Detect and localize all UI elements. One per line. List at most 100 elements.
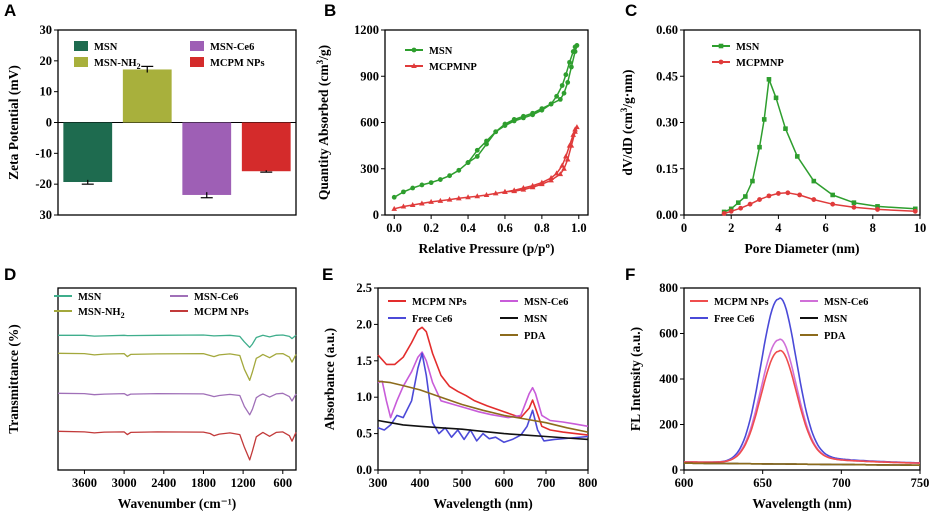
panel-e-series-line-3 <box>377 352 589 444</box>
panel-label-b: B <box>324 1 336 20</box>
panel-d-series-line-1 <box>58 334 297 349</box>
panel-c-series-point <box>747 201 753 207</box>
panel-c-ytick-label: 0.15 <box>656 162 678 176</box>
panel-b-series-point <box>563 153 569 159</box>
panel-a-ytick-label: -10 <box>35 146 52 160</box>
panel-b-series-point <box>511 117 517 122</box>
panel-label-c: C <box>625 1 637 20</box>
panel-b-series-point <box>410 185 416 191</box>
panel-b-ytick-label: 0 <box>373 208 379 222</box>
panel-c-ytick-label: 0.45 <box>656 69 678 83</box>
panel-b-series-point <box>529 184 536 190</box>
panel-d-xtick-label: 1200 <box>231 476 256 490</box>
panel-b-series-point <box>483 191 490 197</box>
panel-f-ytick-label: 800 <box>659 281 678 295</box>
panel-d-xlabel: Wavenumber (cm⁻¹) <box>118 496 237 511</box>
panel-c-series-point <box>912 206 918 212</box>
panel-b-series-point <box>401 189 406 195</box>
panel-c-xtick-label: 10 <box>914 221 927 235</box>
panel-b-xtick-label: 1.0 <box>571 221 587 235</box>
panel-f-xtick-label: 750 <box>911 476 930 490</box>
panel-b-series-point <box>502 188 508 194</box>
panel-c-series-point <box>851 204 857 210</box>
panel-b-series-point <box>561 90 567 96</box>
panel-f-legend-5-label: PDA <box>824 331 846 342</box>
panel-b-series-point <box>502 121 508 127</box>
panel-c-series-point <box>743 194 748 199</box>
panel-f-ytick-label: 0 <box>672 463 678 477</box>
panel-b-chart: 0.0 0.2 0.4 0.6 0.8 1.0 0 300 600 900 1200 Relative… <box>315 23 589 256</box>
panel-c-series-point <box>757 144 762 150</box>
panel-b-series-point <box>456 195 462 201</box>
panel-b-series-point <box>559 83 565 88</box>
panel-b-series-point <box>572 49 578 54</box>
panel-b-series-point <box>492 190 499 196</box>
panel-b-series-point <box>447 173 452 179</box>
panel-c-series-point <box>811 197 817 202</box>
panel-d-xtick-label: 2400 <box>151 476 176 490</box>
panel-e-ylabel: Absorbance (a.u.) <box>322 328 337 430</box>
panel-a-legend-label: MSN-Ce6 <box>210 42 254 53</box>
panel-e-frame <box>377 287 589 471</box>
panel-d-xtick-label: 600 <box>273 476 292 490</box>
panel-d-xtick-label: 3600 <box>72 476 97 490</box>
panel-b-series-point <box>572 128 578 134</box>
panel-f-series-line-5 <box>684 462 920 467</box>
panel-f-ytick-label: 200 <box>659 418 678 432</box>
panel-b-xtick-label: 0.4 <box>460 221 476 235</box>
panel-f-ytick-label: 400 <box>659 372 678 386</box>
panel-c-series-point <box>776 191 781 196</box>
panel-a-chart: 30 20 10 0 -10 -20 30 Zeta Potential (mV) MSN MSN… <box>6 23 297 222</box>
panel-b-series-point <box>465 194 471 200</box>
panel-a-legend-label: MCPM NPs <box>210 58 265 69</box>
panel-c-series-point <box>875 207 880 212</box>
panel-a-legend-swatch <box>74 57 88 67</box>
panel-d-chart: 3600 3000 2400 1800 1200 600 Wavenumber (cm⁻¹)… <box>6 287 297 511</box>
panel-b-legend-2-marker <box>411 63 417 68</box>
panel-a-legend-swatch <box>190 41 204 51</box>
panel-a-ytick-label: 0 <box>46 116 52 130</box>
panel-d-frame <box>57 287 297 471</box>
panel-b-series-point <box>539 106 545 112</box>
panel-c-series-point <box>773 95 779 101</box>
panel-f-ytick-label: 600 <box>659 327 678 341</box>
panel-b-series-point <box>391 205 398 211</box>
panel-a-legend-swatch <box>74 41 88 51</box>
panel-b-series-point <box>567 59 572 65</box>
panel-b-legend-1-marker <box>411 47 417 53</box>
panel-f-legend-1-label: MCPM NPs <box>714 297 769 308</box>
panel-e-chart: 300 400 500 600 700 800 0.0 0.5 1.0 1.5 2.0 2.5 Wave… <box>322 281 597 511</box>
panel-b-series-point <box>548 177 554 183</box>
panel-c-series-line-1 <box>723 78 916 213</box>
panel-a-legend-swatch <box>190 57 204 67</box>
panel-e-xtick-label: 500 <box>453 476 472 490</box>
panel-c-ytick-label: 0.00 <box>656 208 678 222</box>
panel-c-ytick-label: 0.60 <box>656 23 678 37</box>
panel-b-series-point <box>554 93 560 99</box>
panel-b-series-point <box>484 141 489 147</box>
panel-b-series-point <box>446 196 453 202</box>
panel-c-xlabel: Pore Diameter (nm) <box>745 241 860 256</box>
panel-c-series-point <box>728 208 734 214</box>
panel-f-legend-3-label: Free Ce6 <box>714 314 754 325</box>
panel-c-series-point <box>811 178 817 184</box>
panel-c-legend-1-label: MSN <box>736 42 760 53</box>
panel-d-ylabel: Transmittance (%) <box>6 324 21 434</box>
panel-e-xtick-label: 400 <box>411 476 430 490</box>
panel-e-xtick-label: 700 <box>537 476 556 490</box>
panel-c-ylabel: dV/dD (cm3/g·nm) <box>619 69 635 175</box>
panel-e-legend-5-label: PDA <box>524 331 546 342</box>
panel-b-xtick-label: 0.6 <box>497 221 513 235</box>
panel-d-series-line-4 <box>57 430 297 461</box>
panel-b-series-point <box>539 181 545 187</box>
panel-b-series-point <box>419 182 425 188</box>
panel-c-series-point <box>875 204 880 209</box>
panel-c-series-point <box>783 126 788 131</box>
panel-label-f: F <box>625 265 635 284</box>
panel-label-e: E <box>322 265 333 284</box>
panel-f-xtick-label: 600 <box>675 476 694 490</box>
panel-c-series-point <box>797 192 803 198</box>
panel-c-series-point <box>851 200 857 205</box>
panel-a-bar-3 <box>182 122 232 195</box>
panel-e-ytick-label: 1.0 <box>356 390 372 404</box>
